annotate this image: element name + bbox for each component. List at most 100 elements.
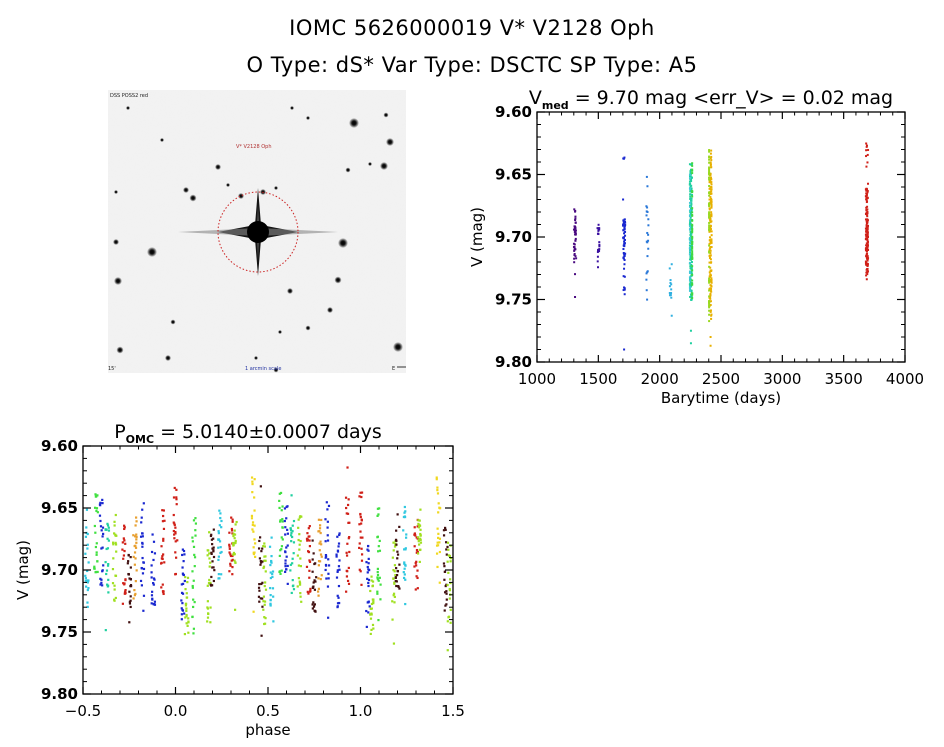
data-point	[311, 603, 314, 606]
data-point	[622, 257, 625, 260]
data-point	[710, 188, 713, 191]
data-point	[191, 586, 194, 589]
data-point	[286, 505, 289, 508]
data-point	[437, 502, 440, 505]
data-point	[106, 522, 109, 525]
data-point	[95, 509, 98, 512]
data-point	[114, 534, 117, 537]
data-point	[325, 564, 328, 567]
data-point	[691, 265, 694, 268]
data-point	[598, 243, 601, 246]
data-point	[710, 220, 713, 223]
data-point	[865, 197, 868, 200]
data-point	[233, 608, 237, 611]
data-point	[161, 583, 164, 586]
data-point	[688, 246, 691, 249]
data-point	[94, 545, 98, 549]
data-point	[865, 222, 868, 225]
data-point	[689, 283, 692, 286]
data-point	[690, 266, 693, 269]
data-point	[325, 501, 328, 504]
x-tick-label: −0.5	[65, 702, 101, 720]
data-point	[261, 547, 264, 550]
data-point	[623, 225, 626, 228]
data-point	[396, 550, 399, 553]
data-point	[708, 161, 711, 164]
data-point	[207, 612, 210, 615]
data-point	[709, 164, 712, 167]
data-point	[688, 175, 691, 178]
phase-group	[104, 522, 111, 632]
data-point	[206, 620, 209, 623]
data-point	[866, 228, 869, 231]
data-point	[393, 582, 396, 585]
data-point	[691, 279, 694, 282]
data-point	[647, 247, 650, 250]
data-point	[597, 228, 600, 231]
data-point	[866, 270, 869, 273]
data-point	[206, 600, 209, 603]
data-point	[709, 288, 712, 291]
data-point	[134, 516, 138, 519]
data-point	[689, 213, 692, 216]
data-point	[292, 584, 295, 587]
data-point	[690, 297, 693, 300]
data-point	[445, 548, 448, 551]
data-point	[102, 532, 105, 536]
data-point	[597, 233, 600, 236]
data-point	[376, 590, 379, 593]
phase-group	[232, 520, 238, 611]
data-point	[709, 278, 712, 281]
data-point	[395, 584, 398, 588]
data-point	[709, 256, 712, 259]
data-point	[690, 184, 693, 187]
data-point	[123, 583, 126, 586]
data-point	[710, 166, 713, 169]
data-point	[377, 550, 380, 553]
data-point	[252, 610, 255, 613]
data-point	[708, 226, 711, 229]
data-point	[402, 515, 406, 519]
data-point	[689, 242, 692, 245]
data-point	[670, 263, 673, 266]
data-point	[318, 524, 322, 527]
data-point	[691, 296, 694, 299]
data-point	[623, 232, 626, 235]
data-point	[445, 583, 448, 586]
data-point	[691, 193, 694, 196]
data-point	[413, 532, 417, 535]
data-point	[210, 551, 213, 554]
data-point	[135, 535, 138, 539]
data-point	[285, 505, 288, 509]
data-point	[206, 584, 209, 587]
data-point	[623, 267, 626, 270]
data-point	[317, 587, 320, 590]
data-point	[160, 586, 163, 589]
data-point	[284, 570, 287, 573]
data-point	[404, 563, 407, 567]
data-point	[689, 281, 692, 284]
data-point	[688, 258, 691, 261]
data-point	[645, 272, 648, 275]
data-point	[691, 214, 694, 217]
data-point	[320, 574, 323, 577]
data-point	[710, 192, 713, 195]
data-point	[122, 554, 126, 557]
data-point	[691, 269, 694, 272]
data-point	[186, 576, 190, 579]
field-star	[114, 190, 118, 194]
data-point	[348, 550, 351, 554]
data-point	[252, 530, 255, 533]
data-point	[347, 582, 351, 585]
data-point	[101, 569, 104, 572]
data-point	[689, 173, 692, 176]
data-point	[129, 578, 132, 581]
data-point	[415, 551, 418, 554]
data-point	[134, 546, 138, 549]
data-point	[124, 590, 127, 593]
data-point	[418, 548, 421, 552]
data-point	[402, 576, 406, 580]
data-point	[866, 244, 869, 247]
data-point	[308, 590, 312, 593]
data-point	[710, 230, 713, 233]
